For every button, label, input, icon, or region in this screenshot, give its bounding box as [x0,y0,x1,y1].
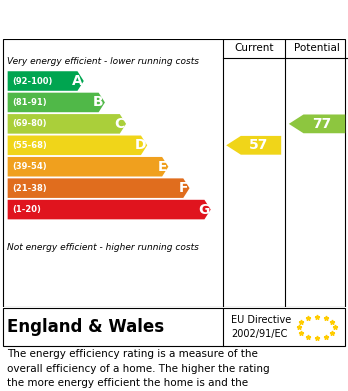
Polygon shape [8,71,84,91]
Text: Potential: Potential [294,43,340,54]
Text: Energy Efficiency Rating: Energy Efficiency Rating [9,11,238,29]
Text: B: B [93,95,103,109]
Polygon shape [8,93,105,112]
Text: D: D [134,138,146,152]
Polygon shape [8,136,147,155]
Polygon shape [226,136,281,155]
Text: Very energy efficient - lower running costs: Very energy efficient - lower running co… [7,57,199,66]
Text: (55-68): (55-68) [12,141,47,150]
Polygon shape [8,157,168,176]
Polygon shape [8,114,126,134]
Text: (92-100): (92-100) [12,77,52,86]
Text: G: G [198,203,209,217]
Text: E: E [158,160,167,174]
Text: 77: 77 [313,117,332,131]
Text: (21-38): (21-38) [12,184,46,193]
Polygon shape [289,115,345,133]
Polygon shape [8,178,190,198]
Text: EU Directive
2002/91/EC: EU Directive 2002/91/EC [231,315,292,339]
Text: A: A [72,74,82,88]
Text: (81-91): (81-91) [12,98,46,107]
Text: (39-54): (39-54) [12,162,46,171]
Polygon shape [8,200,211,219]
Text: The energy efficiency rating is a measure of the
overall efficiency of a home. T: The energy efficiency rating is a measur… [7,349,269,391]
Text: (1-20): (1-20) [12,205,41,214]
Text: Not energy efficient - higher running costs: Not energy efficient - higher running co… [7,244,199,253]
Text: C: C [114,117,125,131]
Text: Current: Current [234,43,274,54]
Text: England & Wales: England & Wales [7,318,164,337]
Text: 57: 57 [249,138,269,152]
Text: (69-80): (69-80) [12,119,46,128]
Text: F: F [179,181,188,195]
